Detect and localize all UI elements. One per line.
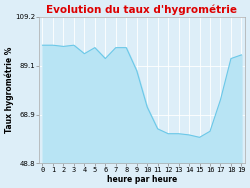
Y-axis label: Taux hygrométrie %: Taux hygrométrie % <box>4 47 14 133</box>
X-axis label: heure par heure: heure par heure <box>107 175 177 184</box>
Title: Evolution du taux d'hygrométrie: Evolution du taux d'hygrométrie <box>46 4 238 15</box>
